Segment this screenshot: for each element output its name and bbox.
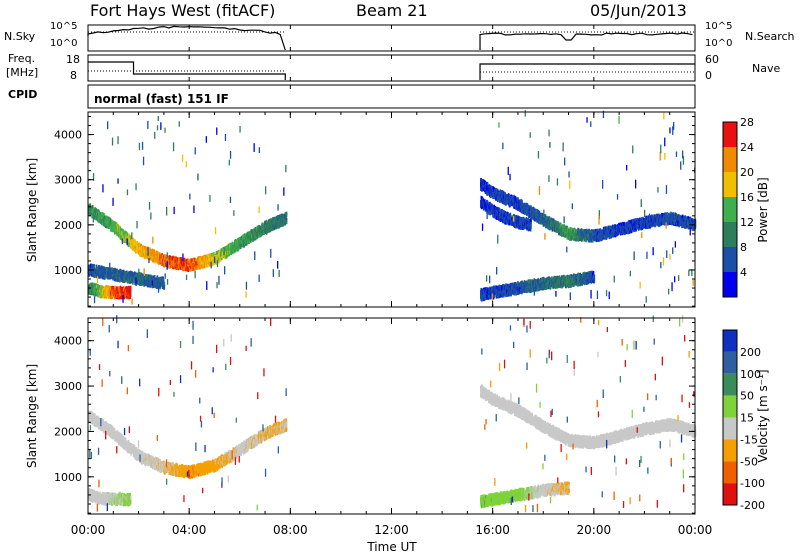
power-cell bbox=[165, 254, 167, 259]
power-cell bbox=[248, 239, 251, 244]
power-cell bbox=[257, 233, 259, 238]
power-cell bbox=[128, 243, 130, 248]
power-cell bbox=[266, 226, 268, 230]
power-cell bbox=[231, 241, 234, 246]
power-cell bbox=[104, 293, 107, 298]
power-cell bbox=[234, 245, 236, 250]
power-cell bbox=[114, 294, 116, 299]
power-cell bbox=[153, 249, 155, 254]
power-cell bbox=[205, 263, 207, 268]
power-cell bbox=[118, 295, 121, 300]
power-cell bbox=[163, 284, 166, 289]
power-cell bbox=[119, 226, 122, 231]
power-cell bbox=[206, 263, 209, 268]
power-cell bbox=[174, 260, 177, 265]
power-cell bbox=[129, 289, 132, 294]
power-cell bbox=[251, 229, 254, 234]
power-cell bbox=[106, 215, 108, 220]
power-cell bbox=[134, 242, 137, 247]
power-cell bbox=[143, 250, 145, 255]
power-cell bbox=[121, 288, 123, 292]
power-cell bbox=[221, 254, 224, 259]
power-cell bbox=[95, 292, 97, 297]
power-cell bbox=[268, 228, 270, 233]
power-cell bbox=[197, 263, 200, 268]
power-cell bbox=[285, 220, 288, 225]
power-marks bbox=[88, 110, 697, 305]
power-cell bbox=[155, 254, 158, 258]
power-cell bbox=[106, 224, 108, 229]
power-cell bbox=[98, 265, 100, 269]
power-cell bbox=[139, 281, 142, 286]
cpid-text: normal (fast) 151 IF bbox=[94, 92, 229, 106]
nave-trace bbox=[88, 70, 695, 73]
power-cell bbox=[180, 257, 183, 262]
freq-trace bbox=[88, 61, 695, 80]
power-cell bbox=[285, 217, 288, 222]
power-cell bbox=[95, 208, 98, 213]
power-cell bbox=[226, 249, 228, 254]
power-cell bbox=[134, 280, 136, 285]
power-cell bbox=[94, 292, 96, 297]
power-cell bbox=[129, 293, 132, 297]
power-cell bbox=[101, 266, 104, 271]
power-cell bbox=[99, 288, 101, 293]
power-cell bbox=[263, 231, 265, 235]
power-cell bbox=[199, 264, 201, 269]
power-cell bbox=[149, 256, 151, 261]
power-cell bbox=[123, 272, 125, 277]
power-cell bbox=[123, 269, 125, 274]
power-cell bbox=[152, 257, 155, 262]
power-cell bbox=[256, 225, 259, 230]
nsky-trace bbox=[87, 25, 693, 51]
power-cell bbox=[285, 211, 288, 216]
power-cell bbox=[90, 282, 92, 287]
power-cell bbox=[138, 278, 140, 283]
power-cell bbox=[197, 265, 199, 270]
power-cell bbox=[126, 232, 129, 237]
power-cell bbox=[183, 257, 186, 262]
power-cell bbox=[260, 232, 263, 237]
power-cell bbox=[138, 276, 141, 280]
power-cell bbox=[189, 263, 191, 268]
power-cell bbox=[129, 286, 132, 291]
power-plot-bg bbox=[88, 112, 695, 307]
power-cell bbox=[114, 285, 116, 290]
power-cell bbox=[120, 228, 123, 233]
power-cell bbox=[111, 227, 113, 232]
power-cell bbox=[125, 278, 127, 283]
power-cell bbox=[111, 287, 113, 291]
power-cell bbox=[103, 289, 106, 294]
power-cell bbox=[92, 205, 94, 209]
power-cell bbox=[167, 256, 170, 261]
power-cell bbox=[140, 253, 142, 258]
power-cell bbox=[119, 285, 122, 290]
power-cell bbox=[115, 277, 118, 282]
power-cell bbox=[93, 283, 96, 288]
power-cell bbox=[115, 295, 117, 300]
power-cell bbox=[204, 254, 207, 259]
power-cell bbox=[134, 239, 136, 244]
power-cell bbox=[224, 246, 227, 251]
power-cell bbox=[101, 285, 103, 290]
power-cell bbox=[144, 246, 147, 251]
power-cell bbox=[130, 235, 132, 240]
power-cell bbox=[278, 224, 281, 229]
power-cell bbox=[172, 255, 174, 260]
power-cell bbox=[88, 272, 91, 277]
power-cell bbox=[191, 267, 193, 272]
power-cell bbox=[102, 218, 104, 223]
power-cell bbox=[285, 215, 287, 220]
power-cell bbox=[237, 246, 240, 251]
power-cell bbox=[111, 219, 113, 224]
power-cell bbox=[207, 253, 210, 258]
power-cell bbox=[156, 251, 159, 255]
power-cell bbox=[266, 229, 269, 234]
